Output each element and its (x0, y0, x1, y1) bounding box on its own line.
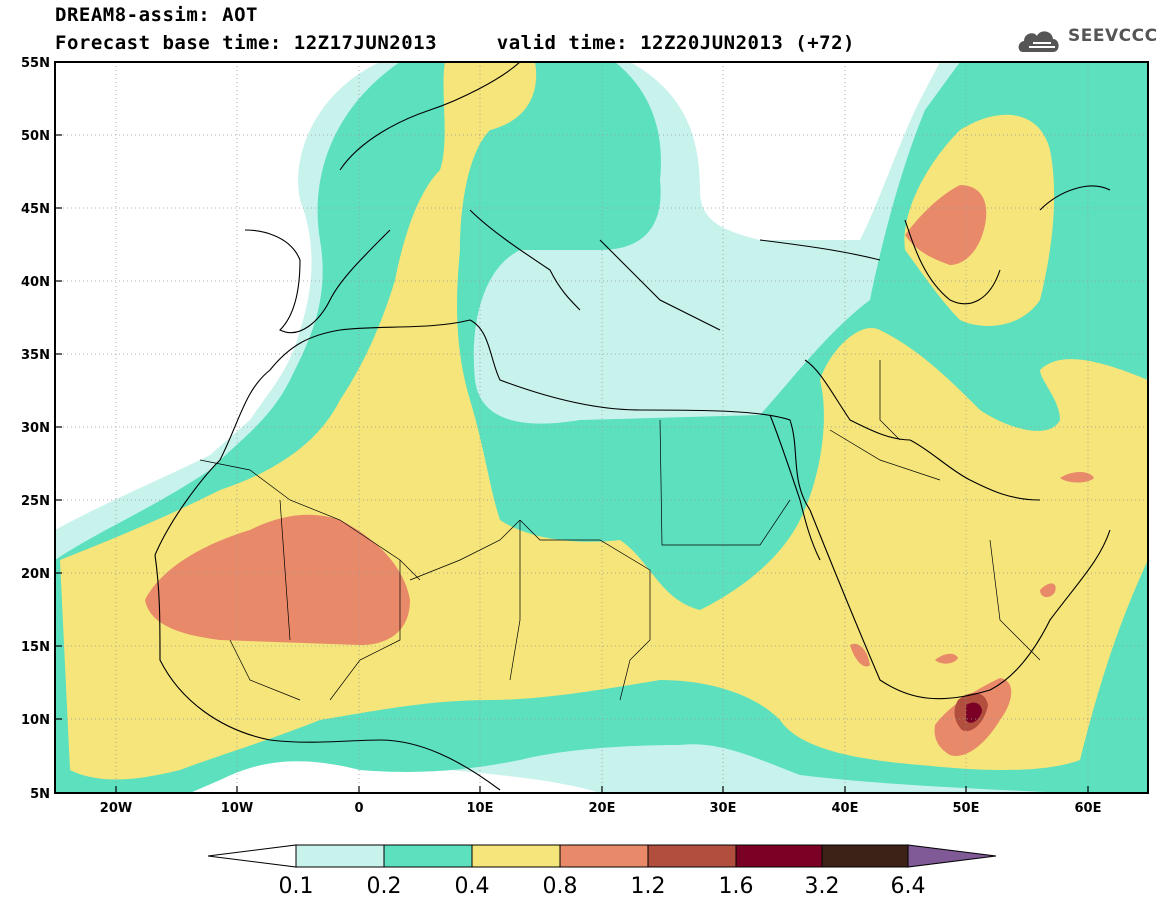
lon-label: 30E (710, 801, 737, 816)
colorbar-swatch (295, 844, 385, 868)
colorbar-swatch (735, 844, 823, 868)
longitude-labels: 20W 10W 0 10E 20E 30E 40E 50E 60E (100, 801, 1102, 816)
lat-label: 55N (21, 56, 50, 71)
aot-contours (55, 62, 1148, 793)
axis-ticks (55, 134, 1089, 793)
colorbar-label: 6.4 (891, 874, 926, 899)
latitude-labels: 55N 50N 45N 40N 35N 30N 25N 20N 15N 10N … (21, 56, 50, 802)
valid-time-value: 12Z20JUN2013 (+72) (640, 32, 855, 54)
lon-label: 40E (832, 801, 859, 816)
lon-label: 10W (221, 801, 253, 816)
lon-label: 20E (589, 801, 616, 816)
valid-time-label: valid time: (496, 32, 629, 54)
cloud-logo-icon (1018, 31, 1059, 52)
colorbar-label: 1.6 (719, 874, 754, 899)
lat-label: 10N (21, 713, 50, 728)
colorbar-lower-arrow (207, 844, 297, 868)
contour-0.8 (145, 185, 1094, 756)
lat-label: 20N (21, 567, 50, 582)
contour-1.6 (966, 702, 982, 723)
lon-label: 20W (100, 801, 132, 816)
lon-label: 0 (354, 801, 363, 816)
time-info-line: Forecast base time: 12Z17JUN2013 valid t… (55, 32, 855, 54)
colorbar-label: 0.4 (455, 874, 490, 899)
lat-label: 50N (21, 129, 50, 144)
lat-label: 5N (30, 787, 50, 802)
base-time-label: Forecast base time: (55, 32, 282, 54)
colorbar-swatch (383, 844, 473, 868)
coastlines (154, 62, 1111, 791)
lat-label: 45N (21, 202, 50, 217)
lon-label: 10E (467, 801, 494, 816)
map-title: DREAM8-assim: AOT (55, 4, 258, 26)
colorbar-label: 0.8 (543, 874, 578, 899)
lat-label: 25N (21, 494, 50, 509)
lat-label: 30N (21, 421, 50, 436)
lat-label: 35N (21, 348, 50, 363)
colorbar-swatch (471, 844, 561, 868)
colorbar-upper-arrow (907, 844, 997, 868)
colorbar-labels: 0.1 0.2 0.4 0.8 1.2 1.6 3.2 6.4 (279, 874, 926, 899)
logo-text: SEEVCCC (1068, 26, 1158, 46)
colorbar-label: 0.2 (367, 874, 402, 899)
colorbar-swatch (559, 844, 649, 868)
lon-label: 50E (953, 801, 980, 816)
country-borders (199, 360, 1041, 701)
colorbar (207, 844, 997, 868)
colorbar-label: 0.1 (279, 874, 314, 899)
colorbar-swatch (647, 844, 737, 868)
colorbar-label: 3.2 (805, 874, 840, 899)
lat-label: 15N (21, 640, 50, 655)
lat-label: 40N (21, 275, 50, 290)
lon-label: 60E (1075, 801, 1102, 816)
base-time-value: 12Z17JUN2013 (293, 32, 438, 54)
colorbar-label: 1.2 (631, 874, 666, 899)
colorbar-swatch (821, 844, 909, 868)
